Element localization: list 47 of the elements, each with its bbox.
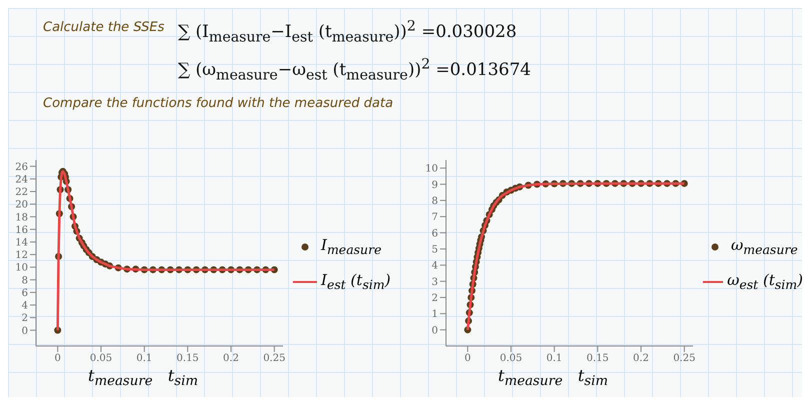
y-tick-label: 16: [15, 224, 28, 236]
x-tick-label: 0.05: [90, 353, 112, 364]
y-tick-label: 2: [22, 313, 28, 324]
text: Compare the functions found with the measured data: [43, 96, 394, 111]
text: ∑ (I$_{measure}$−I$_{est}$ (t$_{measure}$))$^{2}$ =0.030028: [178, 18, 517, 46]
y-tick-label: 0: [22, 326, 28, 337]
x-tick-label: 0.2: [633, 353, 649, 364]
x-tick-label: 0.15: [586, 353, 609, 364]
y-tick-label: 14: [15, 238, 28, 249]
y-tick-label: 10: [15, 262, 28, 274]
text: Calculate the SSEs: [43, 20, 164, 35]
y-tick-label: 7: [432, 212, 438, 224]
y-tick-label: 20: [15, 200, 28, 211]
x-tick-label: 0.25: [673, 353, 696, 364]
y-tick-label: 18: [15, 212, 28, 224]
x-tick-label: 0.1: [136, 353, 152, 364]
y-tick-label: 4: [22, 300, 28, 312]
x-axis-title: t$_{measure}$ t$_{sim}$: [498, 366, 608, 390]
y-tick-label: 2: [432, 293, 438, 304]
y-tick-label: 1: [432, 309, 438, 320]
x-tick-label: 0.05: [500, 353, 522, 364]
legend-label: I$_{measure}$: [321, 236, 382, 257]
x-tick-label: 0.1: [546, 353, 562, 364]
y-tick-label: 26: [15, 162, 28, 173]
legend-label: ω$_{measure}$: [731, 236, 798, 257]
legend-label: ω$_{est}$ (t$_{sim}$): [727, 271, 803, 292]
x-tick-label: 0.15: [176, 353, 199, 364]
x-tick-label: 0: [54, 353, 61, 364]
x-tick-label: 0: [464, 353, 471, 364]
y-tick-label: 0: [432, 325, 438, 336]
x-tick-label: 0.25: [263, 353, 286, 364]
y-tick-label: 3: [432, 276, 438, 288]
x-axis-title: t$_{measure}$ t$_{sim}$: [88, 366, 198, 390]
y-tick-label: 12: [15, 250, 28, 262]
y-tick-label: 8: [22, 275, 28, 286]
text: ∑ (ω$_{measure}$−ω$_{est}$ (t$_{measure}$))$^{2}$ =0.013674: [178, 56, 531, 84]
y-tick-label: 10: [425, 164, 438, 175]
legend-label: I$_{est}$ (t$_{sim}$): [321, 271, 391, 292]
y-tick-label: 6: [432, 228, 438, 240]
y-tick-label: 9: [432, 180, 438, 191]
y-tick-label: 4: [432, 260, 438, 272]
x-tick-label: 0.2: [223, 353, 239, 364]
y-tick-label: 24: [15, 174, 28, 186]
y-tick-label: 6: [22, 288, 28, 299]
y-tick-label: 22: [15, 187, 28, 198]
y-tick-label: 8: [432, 196, 438, 207]
y-tick-label: 5: [432, 244, 438, 256]
